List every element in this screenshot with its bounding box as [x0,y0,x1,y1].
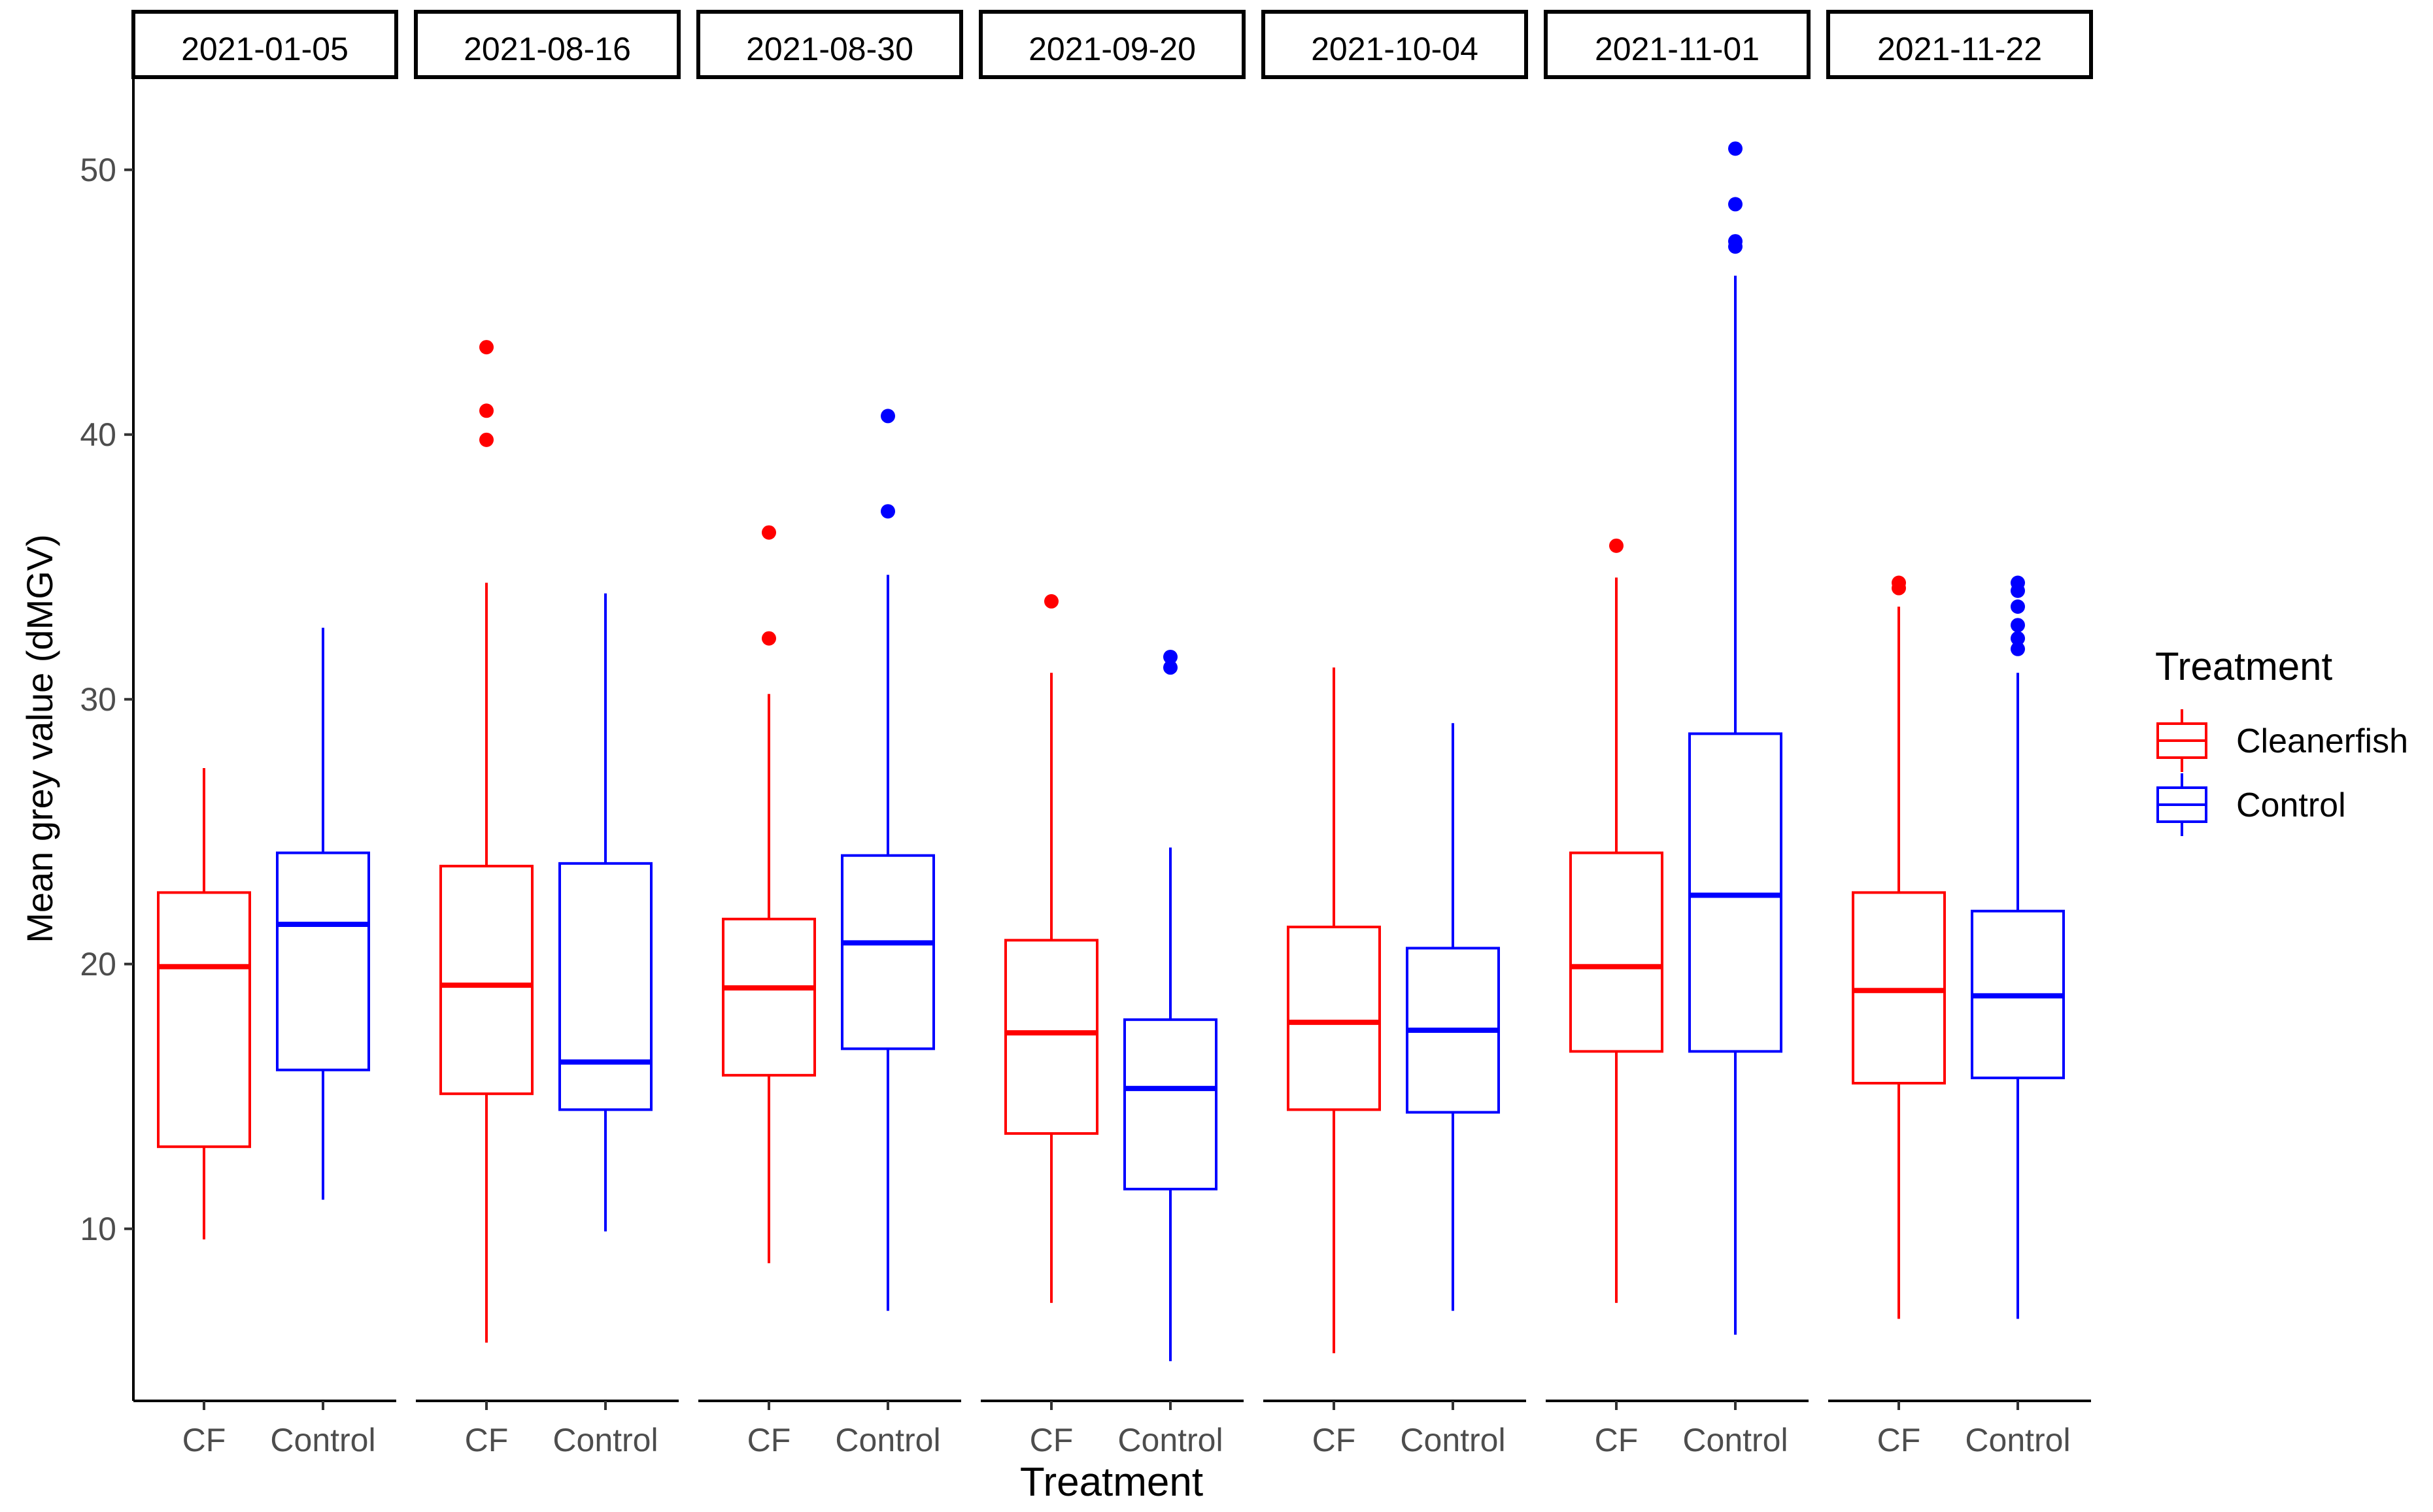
panel-strip-label: 2021-08-16 [464,31,631,67]
panel-strip [979,10,1246,79]
box-Control [841,409,935,1311]
panel-strip [1826,10,2093,79]
box-CF [1569,538,1663,1303]
panel-2021-11-22: 2021-11-22 CF Control [1826,10,2093,1458]
outlier-point [881,409,895,424]
y-tick-label: 30 [80,681,116,718]
outlier-point [1892,575,1906,590]
box-iqr [1004,939,1098,1135]
panel-2021-08-30: 2021-08-30 CF Control [696,10,963,1458]
legend: Treatment Cleanerfish Control [2155,645,2408,836]
outlier-point [762,525,776,540]
box-iqr [157,891,251,1149]
box-CF [1287,667,1381,1354]
x-tick-label: CF [182,1422,226,1458]
outlier-point [881,504,895,519]
box-iqr [1569,851,1663,1053]
box-Control [1123,649,1217,1362]
outlier-point [479,432,494,447]
box-iqr [1688,732,1782,1053]
box-Control [276,628,370,1200]
outlier-point [2011,631,2025,646]
x-tick-label: Control [553,1422,658,1458]
panel-strip-label: 2021-11-01 [1595,31,1760,67]
legend-title: Treatment [2155,645,2333,688]
panel-strip [1261,10,1528,79]
outlier-point [1044,594,1059,609]
x-tick-label: Control [1117,1422,1223,1458]
legend-key-control: Control [2156,773,2346,836]
panel-strip-label: 2021-11-22 [1877,31,2042,67]
x-tick-label: Control [835,1422,940,1458]
box-iqr [722,917,816,1077]
outlier-point [2011,599,2025,614]
box-Control [1406,723,1500,1311]
legend-label: Cleanerfish [2236,722,2408,760]
box-iqr [276,851,370,1071]
outlier-point [479,340,494,355]
panel-strip [131,10,398,79]
box-CF [439,340,534,1343]
x-axis-title: Treatment [1020,1460,1203,1505]
x-tick-label: CF [1312,1422,1356,1458]
box-Control [1688,141,1782,1335]
outlier-point [1728,197,1743,212]
panel-strip-label: 2021-08-30 [746,31,913,67]
panel-strip-label: 2021-09-20 [1029,31,1196,67]
box-iqr [841,854,935,1050]
x-tick-label: Control [270,1422,375,1458]
outlier-point [1163,660,1178,675]
outlier-point [1728,234,1743,249]
y-axis-title: Mean grey value (dMGV) [19,534,60,943]
x-tick-label: CF [747,1422,791,1458]
panel-2021-11-01: 2021-11-01 CF Control [1544,10,1811,1458]
box-iqr [1287,926,1381,1111]
outlier-point [1728,141,1743,156]
outlier-point [762,631,776,646]
panel-strip [696,10,963,79]
panel-strip-label: 2021-01-05 [181,31,349,67]
box-iqr [558,862,653,1111]
outlier-point [1609,538,1624,553]
legend-label: Control [2236,786,2346,824]
panel-2021-09-20: 2021-09-20 CF Control [979,10,1246,1458]
box-Control [558,593,653,1232]
panel-strip [1544,10,1811,79]
box-CF [722,525,816,1264]
panel-strip-label: 2021-10-04 [1311,31,1478,67]
y-axis: 10 20 30 40 50 [80,77,135,1401]
y-tick-label: 40 [80,416,116,453]
outlier-point [2011,575,2025,590]
box-CF [157,768,251,1239]
panel-2021-10-04: 2021-10-04 CF Control [1261,10,1528,1458]
outlier-point [2011,618,2025,633]
box-iqr [1123,1018,1217,1191]
outlier-point [2011,641,2025,656]
x-tick-label: Control [1400,1422,1505,1458]
y-tick-label: 50 [80,152,116,188]
legend-items: Cleanerfish Control [2156,709,2408,836]
panel-strip [414,10,681,79]
box-iqr [1852,891,1946,1085]
x-tick-label: CF [1877,1422,1921,1458]
y-tick-label: 10 [80,1211,116,1247]
x-tick-label: CF [1595,1422,1639,1458]
box-CF [1004,594,1098,1303]
panel-2021-08-16: 2021-08-16 CF Control [414,10,681,1458]
x-tick-label: CF [465,1422,509,1458]
x-tick-label: CF [1030,1422,1074,1458]
x-tick-label: Control [1965,1422,2070,1458]
y-tick-label: 20 [80,946,116,983]
box-Control [1971,575,2065,1319]
box-iqr [439,864,534,1096]
legend-key-cleanerfish: Cleanerfish [2156,709,2408,772]
outlier-point [1163,649,1178,664]
box-CF [1852,575,1946,1319]
panel-2021-01-05: 2021-01-05 CF Control [131,10,398,1458]
outlier-point [479,403,494,418]
x-tick-label: Control [1682,1422,1788,1458]
